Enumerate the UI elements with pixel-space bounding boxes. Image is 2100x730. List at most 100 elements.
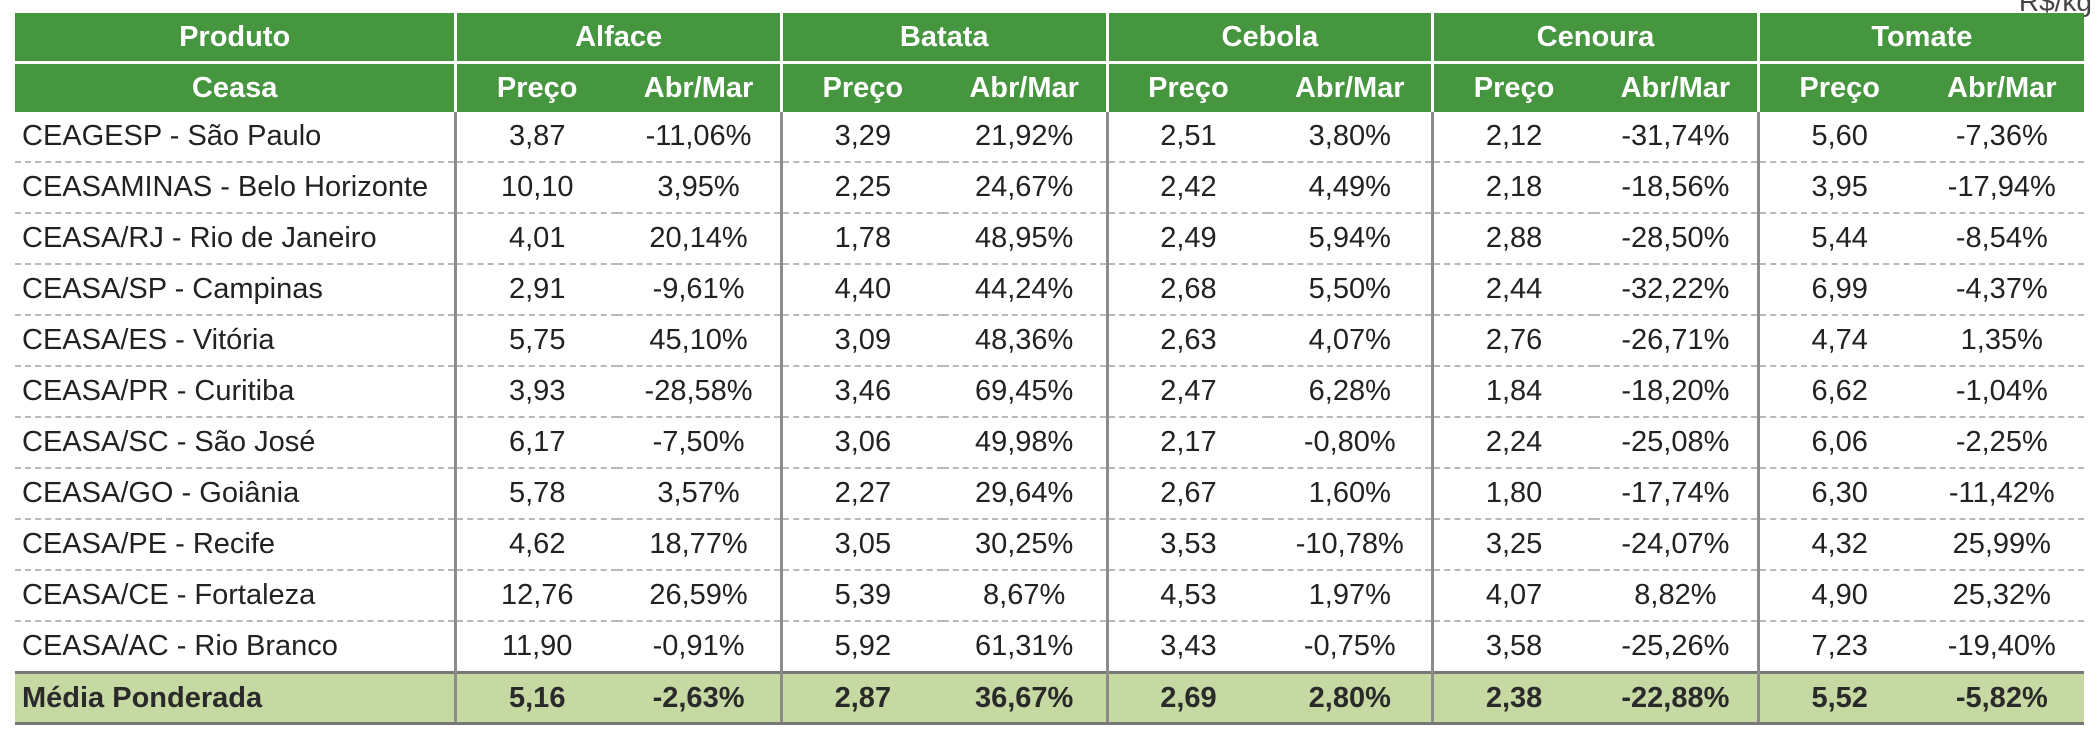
change-cell: -1,04% xyxy=(1919,366,2084,418)
header-preco: Preço xyxy=(1105,62,1269,112)
change-cell: 69,45% xyxy=(942,366,1108,418)
change-cell: -28,50% xyxy=(1593,213,1759,265)
change-cell: -25,26% xyxy=(1593,621,1759,674)
header-product-tomate: Tomate xyxy=(1756,13,2084,64)
header-row-products: Produto Alface Batata Cebola Cenoura Tom… xyxy=(15,13,2084,64)
header-product-cebola: Cebola xyxy=(1105,13,1433,64)
change-cell: -11,06% xyxy=(617,112,782,163)
table-row: CEASA/GO - Goiânia 5,78 3,57% 2,27 29,64… xyxy=(15,468,2084,520)
ceasa-name-cell: CEAGESP - São Paulo xyxy=(15,112,456,163)
average-change-cell: 36,67% xyxy=(942,671,1108,725)
price-cell: 6,62 xyxy=(1756,366,1920,418)
ceasa-name-cell: CEASA/PE - Recife xyxy=(15,519,456,571)
table-row: CEASA/CE - Fortaleza 12,76 26,59% 5,39 8… xyxy=(15,570,2084,622)
price-cell: 2,51 xyxy=(1105,112,1269,163)
ceasa-name-cell: CEASAMINAS - Belo Horizonte xyxy=(15,162,456,214)
price-cell: 2,68 xyxy=(1105,264,1269,316)
change-cell: -8,54% xyxy=(1919,213,2084,265)
change-cell: 18,77% xyxy=(617,519,782,571)
change-cell: -26,71% xyxy=(1593,315,1759,367)
price-cell: 2,67 xyxy=(1105,468,1269,520)
change-cell: 3,95% xyxy=(617,162,782,214)
price-cell: 5,92 xyxy=(779,621,943,674)
change-cell: 5,94% xyxy=(1268,213,1433,265)
header-produto: Produto xyxy=(15,13,456,64)
change-cell: 5,50% xyxy=(1268,264,1433,316)
change-cell: 3,80% xyxy=(1268,112,1433,163)
header-abr-mar: Abr/Mar xyxy=(1593,62,1759,112)
price-cell: 4,07 xyxy=(1431,570,1594,622)
price-cell: 4,53 xyxy=(1105,570,1269,622)
price-cell: 10,10 xyxy=(454,162,618,214)
change-cell: -0,80% xyxy=(1268,417,1433,469)
header-abr-mar: Abr/Mar xyxy=(617,62,782,112)
header-ceasa: Ceasa xyxy=(15,62,456,112)
header-preco: Preço xyxy=(1431,62,1594,112)
average-change-cell: -22,88% xyxy=(1593,671,1759,725)
average-label-cell: Média Ponderada xyxy=(15,671,456,725)
price-cell: 3,95 xyxy=(1756,162,1920,214)
price-cell: 3,43 xyxy=(1105,621,1269,674)
price-cell: 4,62 xyxy=(454,519,618,571)
average-change-cell: -5,82% xyxy=(1919,671,2084,725)
weighted-average-row: Média Ponderada 5,16 -2,63% 2,87 36,67% … xyxy=(15,671,2084,725)
table-row: CEASAMINAS - Belo Horizonte 10,10 3,95% … xyxy=(15,162,2084,214)
price-cell: 4,74 xyxy=(1756,315,1920,367)
price-table: Produto Alface Batata Cebola Cenoura Tom… xyxy=(15,13,2084,725)
price-cell: 3,58 xyxy=(1431,621,1594,674)
change-cell: 21,92% xyxy=(942,112,1108,163)
ceasa-name-cell: CEASA/SP - Campinas xyxy=(15,264,456,316)
change-cell: -18,56% xyxy=(1593,162,1759,214)
change-cell: 25,99% xyxy=(1919,519,2084,571)
average-price-cell: 2,87 xyxy=(779,671,943,725)
average-price-cell: 5,16 xyxy=(454,671,618,725)
price-cell: 1,84 xyxy=(1431,366,1594,418)
change-cell: 8,82% xyxy=(1593,570,1759,622)
change-cell: 24,67% xyxy=(942,162,1108,214)
header-product-batata: Batata xyxy=(779,13,1108,64)
price-cell: 4,40 xyxy=(779,264,943,316)
change-cell: 48,95% xyxy=(942,213,1108,265)
ceasa-name-cell: CEASA/PR - Curitiba xyxy=(15,366,456,418)
price-cell: 2,63 xyxy=(1105,315,1269,367)
price-cell: 3,05 xyxy=(779,519,943,571)
change-cell: 1,97% xyxy=(1268,570,1433,622)
price-cell: 3,46 xyxy=(779,366,943,418)
ceasa-name-cell: CEASA/GO - Goiânia xyxy=(15,468,456,520)
price-cell: 2,47 xyxy=(1105,366,1269,418)
price-cell: 3,25 xyxy=(1431,519,1594,571)
price-cell: 5,75 xyxy=(454,315,618,367)
change-cell: -4,37% xyxy=(1919,264,2084,316)
price-cell: 4,01 xyxy=(454,213,618,265)
header-preco: Preço xyxy=(1756,62,1920,112)
price-cell: 2,24 xyxy=(1431,417,1594,469)
price-cell: 2,18 xyxy=(1431,162,1594,214)
change-cell: 4,07% xyxy=(1268,315,1433,367)
header-preco: Preço xyxy=(454,62,618,112)
average-change-cell: -2,63% xyxy=(617,671,782,725)
price-cell: 5,39 xyxy=(779,570,943,622)
change-cell: 1,60% xyxy=(1268,468,1433,520)
table-row: CEASA/PE - Recife 4,62 18,77% 3,05 30,25… xyxy=(15,519,2084,571)
price-cell: 11,90 xyxy=(454,621,618,674)
header-preco: Preço xyxy=(779,62,943,112)
unit-label: R$/kg xyxy=(2018,0,2092,17)
change-cell: -0,75% xyxy=(1268,621,1433,674)
change-cell: -24,07% xyxy=(1593,519,1759,571)
header-product-alface: Alface xyxy=(454,13,782,64)
average-price-cell: 5,52 xyxy=(1756,671,1920,725)
price-cell: 2,44 xyxy=(1431,264,1594,316)
price-cell: 2,88 xyxy=(1431,213,1594,265)
price-cell: 1,80 xyxy=(1431,468,1594,520)
table-row: CEAGESP - São Paulo 3,87 -11,06% 3,29 21… xyxy=(15,112,2084,163)
header-abr-mar: Abr/Mar xyxy=(1268,62,1433,112)
ceasa-name-cell: CEASA/RJ - Rio de Janeiro xyxy=(15,213,456,265)
change-cell: -11,42% xyxy=(1919,468,2084,520)
change-cell: 8,67% xyxy=(942,570,1108,622)
change-cell: -31,74% xyxy=(1593,112,1759,163)
average-change-cell: 2,80% xyxy=(1268,671,1433,725)
price-cell: 3,53 xyxy=(1105,519,1269,571)
price-cell: 2,42 xyxy=(1105,162,1269,214)
price-cell: 3,29 xyxy=(779,112,943,163)
change-cell: -9,61% xyxy=(617,264,782,316)
